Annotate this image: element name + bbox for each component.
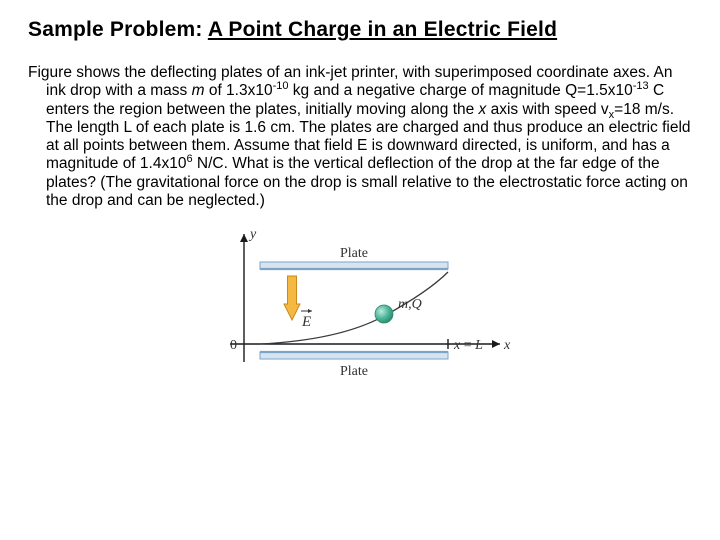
figure-container: y x 0 Plate Plate m,Q Ex = L <box>28 220 692 405</box>
problem-paragraph: Figure shows the deflecting plates of an… <box>28 64 692 210</box>
svg-text:Plate: Plate <box>340 364 368 379</box>
title-prefix: Sample Problem: <box>28 18 208 41</box>
svg-text:y: y <box>248 227 257 242</box>
svg-text:x: x <box>503 338 511 353</box>
svg-text:E: E <box>301 314 311 330</box>
svg-text:m,Q: m,Q <box>398 297 422 312</box>
svg-text:x = L: x = L <box>453 338 483 353</box>
page-title: Sample Problem: A Point Charge in an Ele… <box>28 18 692 42</box>
title-underlined: A Point Charge in an Electric Field <box>208 18 557 41</box>
physics-figure: y x 0 Plate Plate m,Q Ex = L <box>200 220 520 405</box>
svg-text:0: 0 <box>230 338 237 353</box>
svg-text:Plate: Plate <box>340 246 368 261</box>
